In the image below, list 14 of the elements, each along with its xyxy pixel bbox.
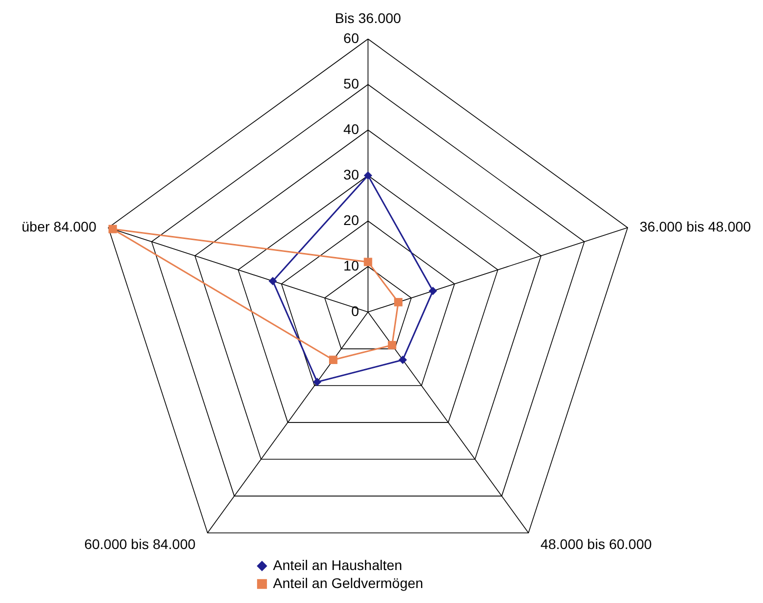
- y-tick-label: 20: [343, 212, 360, 228]
- spoke-label: 36.000 bis 48.000: [640, 218, 752, 235]
- legend-label: Anteil an Geldvermögen: [273, 575, 424, 591]
- spoke-label: über 84.000: [22, 218, 97, 235]
- y-tick-label: 50: [343, 76, 360, 92]
- spoke-label: 48.000 bis 60.000: [540, 536, 652, 552]
- y-tick-label: 0: [351, 303, 360, 319]
- y-tick-label: 40: [343, 121, 360, 137]
- legend-label: Anteil an Haushalten: [273, 557, 402, 573]
- y-tick-label: 30: [343, 166, 360, 182]
- y-tick-label: 60: [343, 30, 360, 46]
- spoke-label: Bis 36.000: [334, 10, 402, 26]
- spoke-label: 60.000 bis 84.000: [84, 536, 196, 552]
- y-tick-label: 10: [343, 258, 360, 274]
